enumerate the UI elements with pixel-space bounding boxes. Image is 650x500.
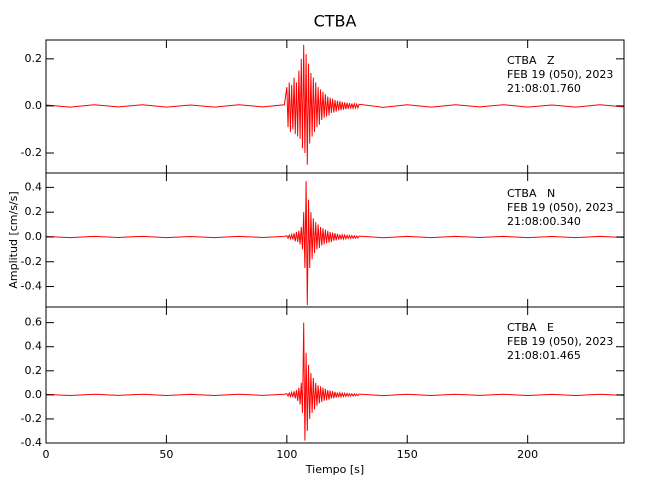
annotation: 21:08:01.760 (507, 82, 581, 95)
y-tick-label: -0.2 (21, 412, 42, 425)
y-tick-label: 0.4 (25, 180, 43, 193)
y-tick-label: -0.2 (21, 255, 42, 268)
annotation: FEB 19 (050), 2023 (507, 335, 613, 348)
y-tick-label: 0.6 (25, 316, 43, 329)
x-tick-label: 0 (43, 448, 50, 461)
y-tick-label: 0.0 (25, 230, 43, 243)
annotation: FEB 19 (050), 2023 (507, 201, 613, 214)
annotation: 21:08:00.340 (507, 215, 581, 228)
annotation: CTBA Z (507, 54, 555, 67)
y-tick-label: 0.2 (25, 364, 43, 377)
x-tick-label: 200 (517, 448, 538, 461)
annotation: 21:08:01.465 (507, 349, 581, 362)
y-tick-label: -0.4 (21, 436, 42, 449)
y-tick-label: -0.2 (21, 146, 42, 159)
x-tick-label: 50 (159, 448, 173, 461)
waveform (45, 44, 625, 165)
y-tick-label: 0.2 (25, 205, 43, 218)
x-tick-label: 100 (276, 448, 297, 461)
x-tick-label: 150 (397, 448, 418, 461)
y-tick-label: 0.4 (25, 340, 43, 353)
waveform (45, 181, 625, 306)
waveform (45, 322, 625, 441)
chart-title: CTBA (314, 12, 357, 31)
panel-frame (45, 306, 625, 444)
x-axis-label: Tiempo [s] (305, 463, 364, 476)
annotation: FEB 19 (050), 2023 (507, 68, 613, 81)
y-tick-label: 0.0 (25, 99, 43, 112)
y-axis-label: Amplitud [cm/s/s] (7, 191, 20, 288)
y-tick-label: -0.4 (21, 280, 42, 293)
annotation: CTBA E (507, 321, 554, 334)
annotation: CTBA N (507, 187, 555, 200)
y-tick-label: 0.2 (25, 52, 43, 65)
y-tick-label: 0.0 (25, 388, 43, 401)
